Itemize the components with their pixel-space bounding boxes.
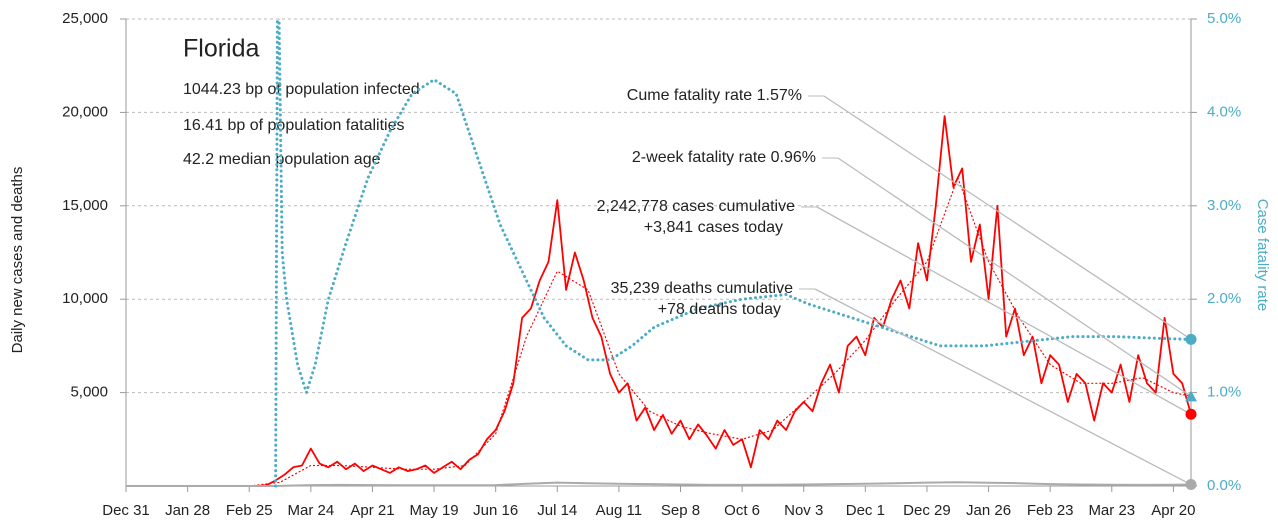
x-tick-label: Mar 23 (1088, 502, 1135, 519)
y-tick-label: 5,000 (70, 384, 108, 401)
x-tick-label: Apr 20 (1151, 502, 1195, 519)
annotation: +3,841 cases today (644, 219, 783, 236)
y2-tick-label: 4.0% (1207, 103, 1241, 120)
annotation: 2,242,778 cases cumulative (597, 198, 795, 215)
series-line (126, 115, 1191, 487)
annotation: Cume fatality rate 1.57% (627, 87, 802, 104)
x-tick-label: Feb 25 (226, 502, 273, 519)
x-tick-label: Jul 14 (537, 502, 577, 519)
x-tick-label: Sep 8 (661, 502, 700, 519)
x-tick-label: Jun 16 (473, 502, 518, 519)
x-tick-label: Apr 21 (350, 502, 394, 519)
y-tick-label: 10,000 (62, 290, 108, 307)
callout-line (814, 288, 1192, 486)
series-line (126, 481, 1191, 487)
x-tick-label: Oct 6 (724, 502, 760, 519)
y-tick-label: 15,000 (62, 197, 108, 214)
y-tick-label: 20,000 (62, 103, 108, 120)
chart-title: Florida (183, 35, 260, 63)
y2-axis-label: Case fatality rate (1254, 199, 1271, 312)
end-marker (1185, 390, 1197, 402)
annotation: 35,239 deaths cumulative (611, 280, 793, 297)
subtitle: 1044.23 bp of population infected (183, 81, 420, 98)
x-tick-label: Dec 1 (846, 502, 885, 519)
end-marker (1185, 408, 1197, 420)
x-tick-label: Jan 28 (165, 502, 210, 519)
y2-tick-label: 5.0% (1207, 10, 1241, 27)
y-tick-label: 25,000 (62, 10, 108, 27)
x-tick-label: Jan 26 (966, 502, 1011, 519)
x-tick-label: Dec 31 (102, 502, 150, 519)
callout-line (823, 95, 1192, 340)
callout-line (837, 157, 1192, 397)
x-tick-label: Nov 3 (784, 502, 823, 519)
x-tick-label: Feb 23 (1027, 502, 1074, 519)
annotation: +78 deaths today (658, 301, 781, 318)
subtitle: 16.41 bp of population fatalities (183, 117, 405, 134)
y2-tick-label: 1.0% (1207, 384, 1241, 401)
callout-line (816, 206, 1192, 415)
x-tick-label: Mar 24 (287, 502, 334, 519)
annotation: 2-week fatality rate 0.96% (632, 149, 816, 166)
series-line (126, 177, 1191, 487)
y-axis-label: Daily new cases and deaths (9, 167, 26, 354)
x-tick-label: May 19 (409, 502, 458, 519)
x-tick-label: Dec 29 (903, 502, 951, 519)
end-marker (1185, 479, 1197, 491)
y2-tick-label: 2.0% (1207, 290, 1241, 307)
y2-tick-label: 0.0% (1207, 477, 1241, 494)
y2-tick-label: 3.0% (1207, 197, 1241, 214)
x-tick-label: Aug 11 (596, 502, 642, 519)
series-line (274, 19, 1191, 488)
plot-area (126, 19, 1191, 488)
end-marker (1185, 333, 1197, 345)
